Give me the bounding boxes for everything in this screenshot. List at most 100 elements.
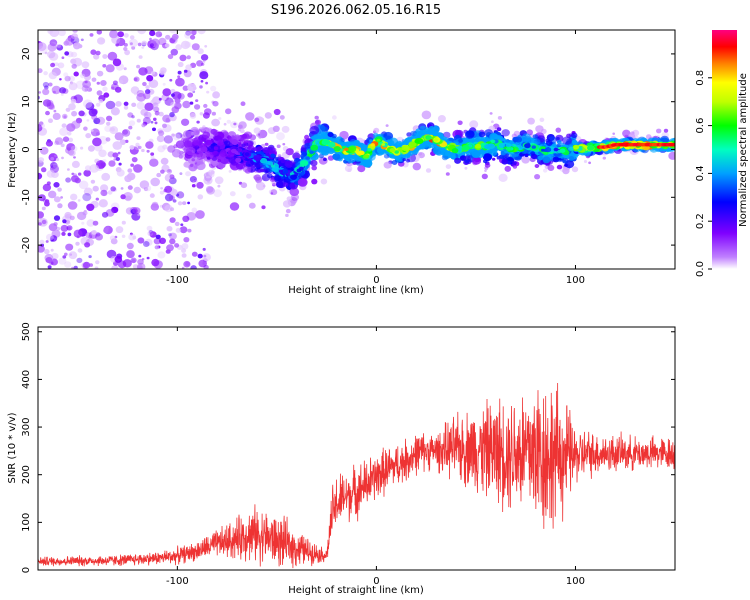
spectrogram-cell [155,234,161,240]
spectrogram-cell [267,146,276,154]
spectrogram-ridge-cell [348,146,357,153]
spectrogram-cell [206,90,210,94]
spectrogram-cell [212,91,221,99]
spectrogram-cell [191,184,196,188]
spectrogram-cell [344,165,353,173]
spectrogram-cell [120,194,126,200]
spectrogram-cell [440,148,444,152]
spectrogram-cell [646,134,652,140]
spectrogram-ridge-cell [376,138,381,142]
spectrogram-cell [552,156,560,163]
spectrogram-cell [181,266,185,269]
spectrogram-ridge-cell [568,146,574,151]
spectrogram-cell [83,187,93,196]
spectrogram-cell [105,137,111,142]
spectrogram-cell [133,186,141,194]
spectrogram-cell [445,172,450,176]
spectrogram-cell [205,81,209,85]
spectrogram-cell [524,153,529,158]
spectrogram-cell [71,110,78,117]
spectrogram-cell [406,158,410,163]
spectrogram-cell [157,128,164,134]
spectrogram-cell [65,177,71,183]
spectrogram-cell [115,157,121,161]
spectrogram-ridge-cell [505,146,512,151]
spectrogram-cell [445,164,452,170]
spectrogram-cell [138,67,148,76]
spectrogram-cell [118,162,122,166]
spectrogram-cell [320,178,328,185]
colorbar-tick-label: 0.8 [695,70,706,86]
spectrogram-cell [41,124,45,128]
spectrogram-cell [195,130,200,134]
spectrogram-cell [145,141,154,149]
spectrogram-ridge-cell [559,148,566,153]
spectrogram-ridge [225,134,675,180]
spectrogram-cell [68,137,74,143]
spectrogram-cell [64,51,70,56]
spectrogram-cell [187,83,197,92]
spectrogram-cell [182,130,192,139]
spectrogram-cell [104,125,112,132]
spectrogram-ridge-cell [433,137,439,142]
spectrogram-cell [204,45,208,48]
spectrogram-cell [206,186,215,195]
spectrogram-cell [78,172,82,176]
spectrogram-cell [281,125,290,133]
spectrogram-cell [136,101,145,110]
spectrogram-cell [157,251,166,259]
spectrogram-cell [53,215,61,221]
colorbar-axis: 0.0 0.2 0.4 0.6 0.8 [695,70,712,277]
spectrogram-cell [57,203,63,209]
spectrogram-cell [171,133,175,137]
spectrogram-cell [60,93,64,96]
spectrogram-cell [86,119,90,122]
spectrogram-cell [228,170,232,173]
spectrogram-cell [54,62,59,67]
spectrogram-cell [128,38,138,48]
spectrogram-cell [146,149,150,153]
spectrogram-cell [63,72,69,77]
spectrogram-cell [38,124,43,132]
spectrogram-cell [169,217,176,223]
spectrogram-cell [45,140,54,147]
spectrogram-cell [175,227,182,233]
spectrogram-cell [143,241,150,247]
spectrogram-cell [226,119,231,124]
spectrogram-cell [77,199,81,202]
spectrogram-cell [221,152,226,157]
spectrogram-cell [154,121,158,125]
spectrogram-cell [501,158,509,165]
spectrogram-cell [102,54,108,59]
spectrogram-cell [128,125,133,130]
spectrogram-cell [43,71,48,76]
spectrogram-cell [195,210,205,219]
spectrogram-cell [162,123,167,128]
spectrogram-cell [612,132,615,135]
spectrogram-cell [96,30,102,35]
spectrogram-cell [149,37,152,41]
spectrogram-cell [214,176,224,185]
spectrogram-cell [198,259,207,268]
spectrogram-cell [157,145,166,153]
spectrogram-cell [89,164,99,173]
spectrogram-cell [78,110,85,117]
spectrogram-cell [95,260,100,265]
spectrogram-cell [48,104,55,110]
spectrogram-cell [122,259,132,268]
spectrogram-cell [282,143,286,146]
spectrogram-cell [211,111,216,116]
spectrogram-cell [276,181,284,188]
spectrogram-cell [240,182,248,189]
spectrogram-cell [132,207,141,215]
spectrogram-cell [357,165,366,173]
spectrogram-cell [498,173,508,182]
spectrogram-cell [180,40,191,50]
y-tick-label: 300 [21,418,32,437]
spectrogram-ridge-cell [415,137,424,145]
spectrogram-cell [158,130,165,136]
spectrogram-cell [88,108,98,117]
spectrogram-cell [67,201,78,210]
spectrogram-cell [527,117,535,125]
spectrogram-cell [102,86,108,92]
